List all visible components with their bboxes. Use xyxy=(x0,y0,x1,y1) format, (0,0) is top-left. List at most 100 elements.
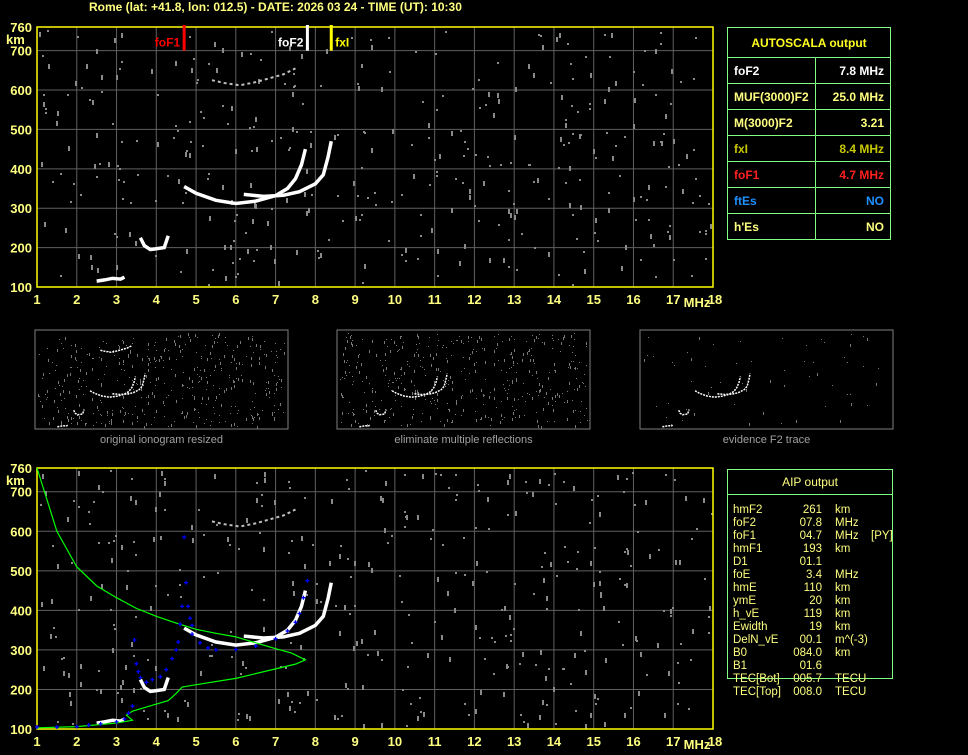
aip-unit: m^(-3) xyxy=(835,634,868,646)
noise-pixel xyxy=(809,376,810,377)
noise-pixel xyxy=(570,366,571,369)
noise-pixel xyxy=(310,143,312,148)
noise-pixel xyxy=(211,358,212,359)
noise-pixel xyxy=(867,338,868,341)
noise-pixel xyxy=(666,417,667,418)
noise-pixel xyxy=(634,504,636,506)
noise-pixel xyxy=(720,382,721,383)
noise-pixel xyxy=(246,418,247,421)
noise-pixel xyxy=(110,609,112,611)
noise-pixel xyxy=(141,388,142,391)
noise-pixel xyxy=(472,581,474,586)
noise-pixel xyxy=(353,646,355,651)
noise-pixel xyxy=(140,379,141,382)
noise-pixel xyxy=(349,372,350,373)
noise-pixel xyxy=(691,275,693,277)
noise-pixel xyxy=(159,492,161,497)
noise-pixel xyxy=(101,386,102,387)
noise-pixel xyxy=(580,422,581,423)
noise-pixel xyxy=(461,415,462,416)
noise-pixel xyxy=(271,140,273,142)
noise-pixel xyxy=(511,352,512,355)
aip-value: 084.0 xyxy=(793,647,822,659)
noise-pixel xyxy=(131,642,133,647)
noise-pixel xyxy=(581,401,582,402)
noise-pixel xyxy=(385,481,387,486)
noise-pixel xyxy=(468,341,469,342)
noise-pixel xyxy=(356,641,358,646)
noise-pixel xyxy=(554,363,555,366)
noise-pixel xyxy=(472,389,473,392)
noise-pixel xyxy=(420,711,422,713)
noise-pixel xyxy=(56,365,57,366)
noise-pixel xyxy=(137,416,138,419)
plot-frame xyxy=(36,467,714,730)
aip-unit: km xyxy=(835,595,851,607)
noise-pixel xyxy=(277,382,278,383)
noise-pixel xyxy=(159,359,160,362)
noise-pixel xyxy=(121,33,123,38)
noise-pixel xyxy=(107,411,108,414)
noise-pixel xyxy=(42,55,44,57)
noise-pixel xyxy=(312,544,314,546)
noise-pixel xyxy=(171,390,172,391)
noise-pixel xyxy=(55,370,56,371)
noise-pixel xyxy=(63,657,65,659)
noise-pixel xyxy=(219,415,220,416)
noise-pixel xyxy=(166,397,167,398)
noise-pixel xyxy=(430,416,431,417)
noise-pixel xyxy=(168,350,169,351)
noise-pixel xyxy=(637,531,639,533)
noise-pixel xyxy=(179,345,180,348)
noise-pixel xyxy=(180,350,181,353)
noise-pixel xyxy=(388,386,389,387)
noise-pixel xyxy=(179,584,181,586)
noise-pixel xyxy=(575,355,576,356)
noise-pixel xyxy=(276,351,277,352)
noise-pixel xyxy=(254,203,256,208)
y-tick-label: 100 xyxy=(10,722,32,737)
noise-pixel xyxy=(514,339,515,340)
noise-pixel xyxy=(284,83,286,85)
noise-pixel xyxy=(52,181,54,183)
noise-pixel xyxy=(415,51,417,53)
aip-row: B1 01.6 xyxy=(733,660,903,673)
noise-pixel xyxy=(289,706,291,711)
noise-pixel xyxy=(513,365,514,366)
noise-pixel xyxy=(175,125,177,127)
noise-pixel xyxy=(231,387,232,390)
noise-pixel xyxy=(455,572,457,574)
noise-pixel xyxy=(589,522,591,524)
aip-row: DelN_vE 00.1 m^(-3) xyxy=(733,634,903,647)
noise-pixel xyxy=(129,232,131,237)
noise-pixel xyxy=(90,596,92,601)
noise-pixel xyxy=(490,425,491,426)
noise-pixel xyxy=(583,251,585,253)
noise-pixel xyxy=(585,56,587,58)
noise-pixel xyxy=(529,164,531,166)
noise-pixel xyxy=(538,338,539,339)
noise-pixel xyxy=(252,338,253,341)
noise-pixel xyxy=(585,724,587,729)
aip-point xyxy=(150,677,155,682)
aip-unit: MHz xyxy=(835,569,859,581)
noise-pixel xyxy=(260,349,261,350)
noise-pixel xyxy=(395,400,396,401)
noise-pixel xyxy=(404,372,405,375)
noise-pixel xyxy=(422,101,424,103)
noise-pixel xyxy=(600,593,602,598)
aip-row: hmE 110 km xyxy=(733,582,903,595)
noise-pixel xyxy=(497,93,499,98)
noise-pixel xyxy=(461,340,462,343)
noise-pixel xyxy=(251,357,252,360)
noise-pixel xyxy=(146,375,147,378)
noise-pixel xyxy=(612,156,614,161)
noise-pixel xyxy=(479,637,481,639)
noise-pixel xyxy=(366,376,367,379)
noise-pixel xyxy=(343,353,344,356)
noise-pixel xyxy=(532,375,533,376)
noise-pixel xyxy=(488,92,490,97)
noise-pixel xyxy=(206,377,207,378)
noise-pixel xyxy=(155,385,156,386)
noise-pixel xyxy=(367,424,368,427)
